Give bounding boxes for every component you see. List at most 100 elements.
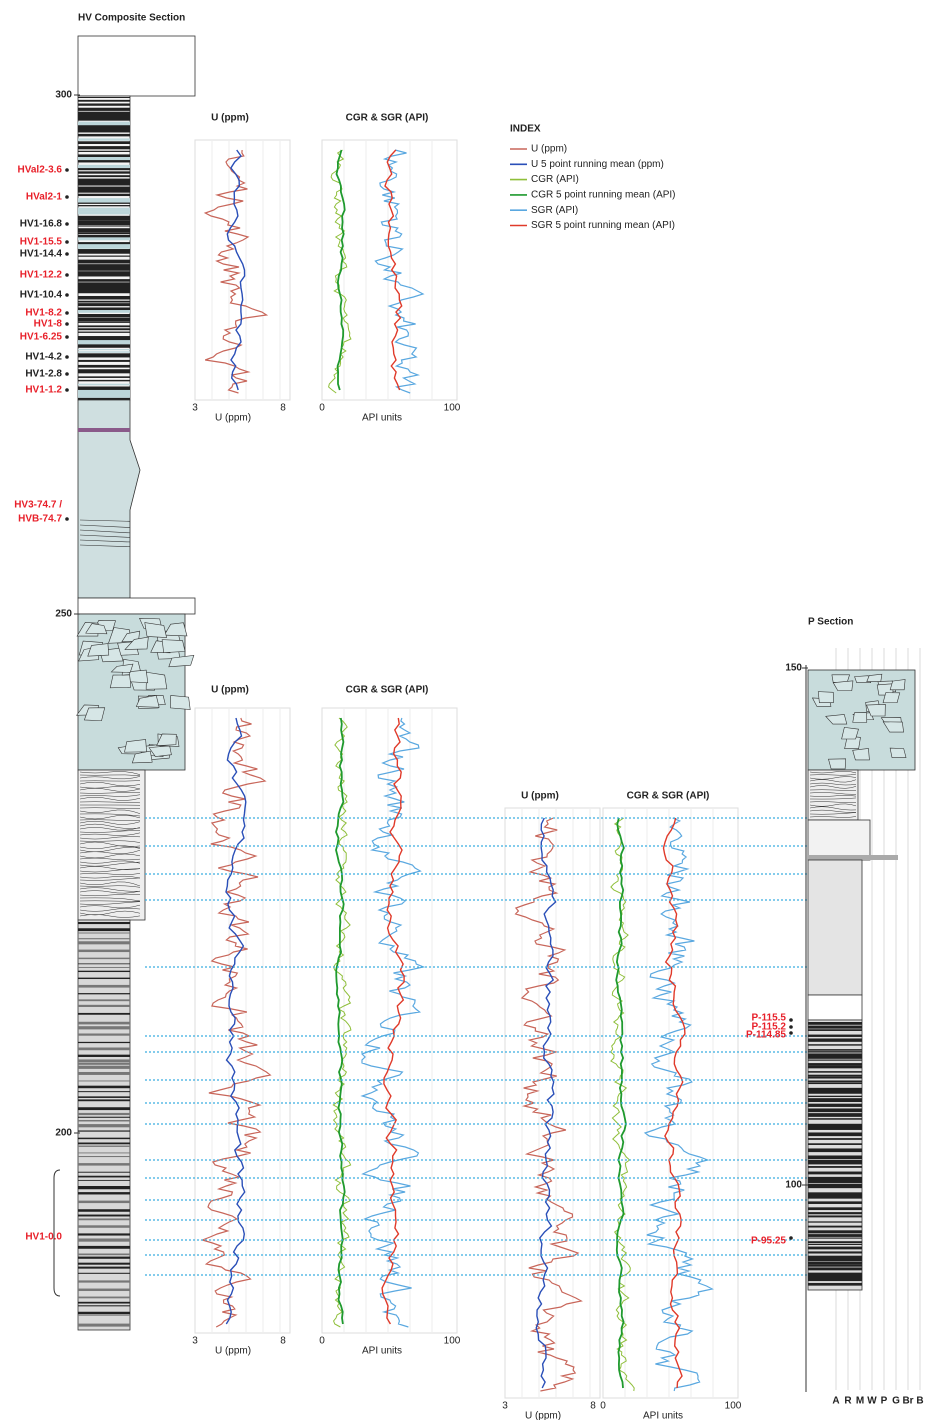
column-label: A [832, 1396, 839, 1407]
bed [78, 279, 130, 282]
bed [78, 376, 130, 378]
bed [78, 1080, 130, 1081]
bed [78, 175, 130, 177]
bed [78, 1096, 130, 1098]
bed [78, 380, 130, 381]
bed [808, 1116, 862, 1117]
figure: HV Composite Section300250200HVal2-3.6HV… [0, 0, 928, 1420]
bed [808, 1212, 862, 1214]
clast [890, 680, 905, 690]
bed [78, 1013, 130, 1015]
sample-label: P-114.85 [746, 1030, 786, 1041]
bed [78, 191, 130, 193]
bed [808, 1108, 862, 1112]
bed [78, 1263, 130, 1265]
bed [808, 855, 898, 860]
sample-dot [65, 195, 69, 199]
bed [78, 252, 130, 254]
bed [808, 1215, 862, 1217]
column-label: W [867, 1396, 877, 1407]
bed [78, 386, 130, 390]
bed [808, 1083, 862, 1084]
bed [78, 1086, 130, 1089]
bed [78, 205, 130, 206]
bed [808, 1166, 862, 1168]
bed [78, 1238, 130, 1241]
bed [808, 1029, 862, 1031]
clast [867, 674, 882, 681]
clast [853, 748, 870, 759]
tick-label: 100 [725, 1401, 742, 1412]
log-curve [202, 718, 270, 1327]
bed [78, 1218, 130, 1220]
sample-dot [65, 517, 69, 521]
sample-label: HV1-10.4 [20, 290, 63, 301]
bed [808, 1251, 862, 1253]
bed [808, 1207, 862, 1210]
index-entry: U 5 point running mean (ppm) [531, 159, 664, 170]
log-curve [205, 150, 266, 393]
sample-dot [65, 240, 69, 244]
log-curve [645, 818, 712, 1391]
bed [808, 1234, 862, 1237]
sample-label: P-95.25 [751, 1236, 786, 1247]
tick-label: 3 [502, 1401, 508, 1412]
bed [78, 151, 130, 152]
log-curve [337, 150, 345, 390]
sample-label: HV1-16.8 [20, 219, 63, 230]
axis-label: API units [643, 1411, 683, 1420]
bed [78, 971, 130, 972]
sample-label: HV1-15.5 [20, 237, 63, 248]
bed [78, 1192, 130, 1194]
bed [78, 138, 130, 140]
bed [808, 1071, 862, 1073]
bed [78, 165, 130, 168]
sample-dot [789, 1018, 793, 1022]
sample-label: HV1-4.2 [25, 352, 62, 363]
sample-label: HVB-74.7 [18, 514, 62, 525]
axis-label: API units [362, 413, 402, 424]
axis-label: U (ppm) [525, 1411, 561, 1420]
depth-label: 250 [55, 609, 72, 620]
bed [78, 325, 130, 327]
bed [78, 168, 130, 170]
clast [170, 695, 190, 709]
bed [78, 328, 130, 330]
lithology [808, 860, 862, 995]
bed [808, 1151, 862, 1152]
bed [78, 1063, 130, 1065]
bed [78, 256, 130, 257]
bed [78, 117, 130, 121]
bed [78, 1305, 130, 1306]
bed [78, 1099, 130, 1101]
bed [808, 1104, 862, 1107]
bed [78, 208, 130, 212]
bed [78, 922, 130, 924]
bed [78, 384, 130, 386]
bed [78, 1257, 130, 1259]
column-label: P [881, 1396, 888, 1407]
bed [78, 393, 130, 395]
bed [78, 310, 130, 313]
clast [162, 640, 185, 653]
bed [78, 1233, 130, 1235]
bed [78, 1280, 130, 1282]
bed [78, 1120, 130, 1121]
bed [808, 1230, 862, 1233]
sample-dot [789, 1031, 793, 1035]
bed [808, 1241, 862, 1243]
tick-label: 3 [192, 1336, 198, 1347]
column-label: R [844, 1396, 852, 1407]
sample-dot [65, 273, 69, 277]
bed [78, 1072, 130, 1075]
plot-title: U (ppm) [211, 113, 249, 124]
clast [842, 727, 859, 739]
plot-title: CGR & SGR (API) [346, 113, 429, 124]
bed [808, 1026, 862, 1029]
bed [78, 1091, 130, 1092]
sample-dot [65, 388, 69, 392]
bed [808, 1056, 862, 1059]
bed [808, 1118, 862, 1120]
bed [808, 1092, 862, 1093]
bed [808, 1226, 862, 1228]
